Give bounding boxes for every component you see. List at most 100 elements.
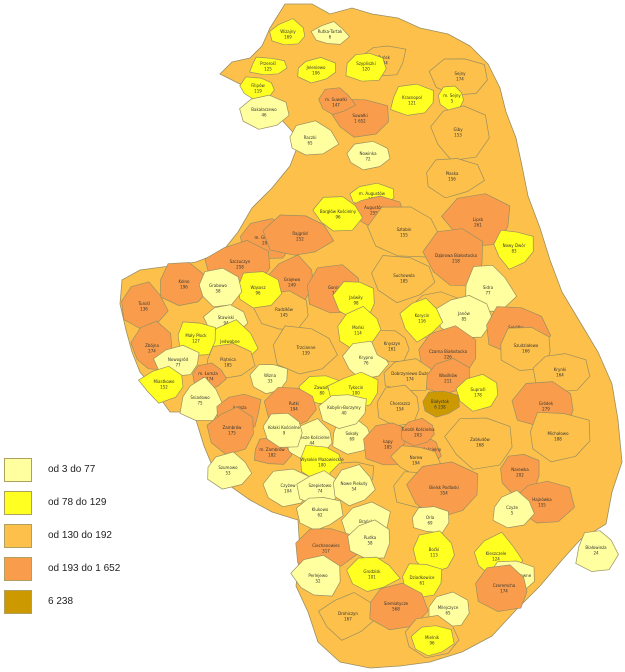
legend-item: 6 238	[4, 587, 120, 616]
legend-swatch-1	[4, 457, 32, 482]
region-shape[interactable]	[400, 417, 435, 447]
region-shape[interactable]	[296, 497, 344, 531]
region-value-label: 54	[351, 487, 357, 492]
region-name-label: Supraśl	[471, 387, 486, 392]
region-name-label: Boćki	[429, 547, 440, 552]
region-shape[interactable]	[430, 105, 490, 161]
region-name-label: Knyszyn	[384, 341, 401, 346]
region-name-label: Tykocin	[348, 385, 364, 390]
region-name-label: Wizna	[264, 373, 277, 378]
region-shape[interactable]	[426, 158, 485, 199]
region-name-label: Stawiski	[218, 315, 234, 320]
region-value-label: 155	[400, 233, 408, 238]
region-name-label: Bakałarzewo	[251, 107, 277, 112]
region-name-label: Kulesze Kościelne	[294, 435, 330, 440]
region-name-label: Czyże	[506, 505, 518, 510]
region-shape[interactable]	[383, 358, 440, 391]
region-value-label: 104	[284, 489, 292, 494]
region-shape[interactable]	[475, 564, 528, 612]
region-name-label: Suwałki	[352, 113, 367, 118]
region-shape[interactable]	[262, 412, 303, 448]
region-name-label: Grabowo	[209, 283, 227, 288]
region-value-label: 62	[317, 513, 323, 518]
region-name-label: Nowogród	[168, 357, 189, 362]
region-shape[interactable]	[575, 530, 619, 572]
region-value-label: 317	[322, 549, 330, 554]
region-shape[interactable]	[318, 394, 367, 429]
region-shape[interactable]	[297, 57, 336, 84]
region-shape[interactable]	[530, 411, 591, 463]
region-value-label: 188	[554, 437, 562, 442]
region-shape[interactable]	[269, 18, 306, 46]
region-name-label: Mońki	[352, 325, 364, 330]
region-name-label: Płaska	[446, 171, 459, 176]
region-shape[interactable]	[428, 58, 488, 96]
region-value-label: 80	[319, 391, 325, 396]
region-shape[interactable]	[312, 196, 364, 232]
region-name-label: Mały Płock	[185, 333, 207, 338]
region-shape[interactable]	[426, 358, 471, 395]
region-name-label: Krypno	[359, 355, 374, 360]
region-value-label: 77	[485, 291, 491, 296]
region-name-label: Sokółka	[508, 325, 524, 330]
region-value-label: 147	[332, 103, 340, 108]
region-shape[interactable]	[179, 376, 224, 421]
legend-label-5: 6 238	[48, 596, 74, 607]
region-shape[interactable]	[369, 582, 429, 631]
region-shape[interactable]	[406, 461, 479, 519]
region-shape[interactable]	[160, 262, 211, 306]
region-value-label: 77	[175, 363, 181, 368]
region-shape[interactable]	[410, 625, 455, 657]
region-value-label: 72	[365, 157, 371, 162]
region-value-label: 40	[341, 411, 347, 416]
region-shape[interactable]	[444, 417, 513, 470]
region-name-label: Łapy	[382, 439, 393, 444]
region-shape[interactable]	[290, 554, 341, 597]
region-layer: Wizajny169Rutka-Tartak6Puńsk184Przerośl1…	[121, 18, 619, 659]
region-shape[interactable]	[207, 451, 253, 490]
legend-item: od 78 do 129	[4, 488, 120, 517]
region-shape[interactable]	[262, 468, 311, 508]
region-value-label: 249	[288, 283, 296, 288]
region-shape[interactable]	[367, 206, 441, 258]
region-shape[interactable]	[332, 464, 376, 507]
region-shape[interactable]	[318, 592, 375, 641]
region-name-label: Klukowo	[312, 507, 329, 512]
region-value-label: 155	[538, 503, 546, 508]
region-shape[interactable]	[345, 52, 387, 82]
region-value-label: 174	[456, 77, 464, 82]
region-value-label: 96	[335, 215, 341, 220]
region-value-label: 261	[474, 223, 482, 228]
region-shape[interactable]	[318, 87, 357, 115]
region-value-label: 185	[224, 363, 232, 368]
region-name-label: Raczki	[304, 135, 317, 140]
region-name-label: Brańsk	[359, 519, 373, 524]
region-shape[interactable]	[346, 140, 391, 171]
region-shape[interactable]	[289, 120, 340, 156]
region-name-label: Zambrów	[223, 425, 243, 430]
region-shape[interactable]	[493, 229, 534, 270]
region-value-label: 5	[511, 511, 514, 516]
region-shape[interactable]	[239, 94, 290, 130]
region-shape[interactable]	[399, 297, 444, 343]
region-name-label: Bielsk Podlaski	[429, 485, 458, 490]
legend-swatch-3	[4, 523, 32, 548]
region-shape[interactable]	[422, 390, 460, 418]
region-name-label: Dobrzyniewo Duże	[391, 371, 429, 376]
region-shape[interactable]	[262, 214, 335, 256]
region-name-label: Choroszcz	[390, 401, 410, 406]
region-value-label: 279	[542, 407, 550, 412]
region-shape[interactable]	[371, 255, 436, 304]
region-shape[interactable]	[206, 406, 254, 456]
region-shape[interactable]	[390, 83, 434, 116]
region-shape[interactable]	[137, 365, 184, 404]
region-shape[interactable]	[249, 56, 288, 76]
region-shape[interactable]	[272, 325, 338, 375]
region-shape[interactable]	[492, 489, 535, 529]
region-shape[interactable]	[346, 556, 401, 592]
region-name-label: Szczuczyn	[230, 259, 251, 264]
region-value-label: 100	[352, 391, 360, 396]
region-shape[interactable]	[455, 373, 499, 412]
region-shape[interactable]	[310, 21, 351, 45]
region-value-label: 174	[500, 589, 508, 594]
